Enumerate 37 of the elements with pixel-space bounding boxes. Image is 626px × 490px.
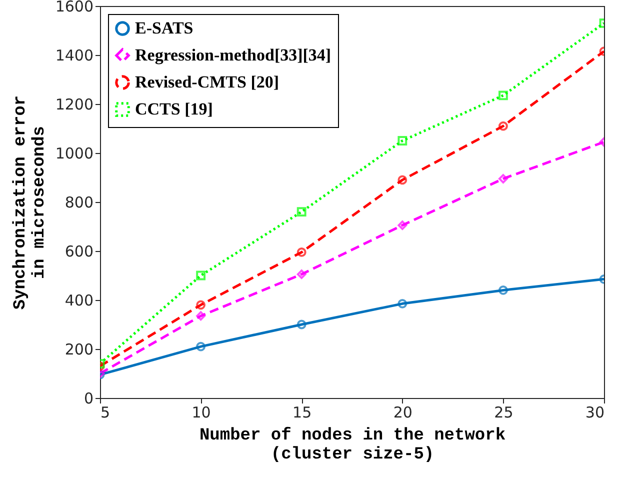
- point: [196, 300, 206, 310]
- point: [498, 174, 508, 184]
- legend-label: Regression-method[33][34]: [135, 46, 332, 64]
- point: [196, 342, 206, 352]
- legend-label: E-SATS: [135, 18, 194, 38]
- point: [296, 320, 306, 330]
- x-tick-label: 30: [585, 404, 604, 422]
- y-tick-label: 1000: [55, 144, 94, 162]
- x-tick-label: 20: [393, 404, 412, 422]
- y-tick-label: 1600: [55, 0, 94, 16]
- point: [398, 175, 408, 185]
- y-tick-label: 800: [64, 194, 94, 212]
- point: [398, 220, 408, 230]
- x-tick-label: 10: [192, 404, 211, 422]
- y-tick-label: 600: [64, 242, 94, 260]
- y-tick-label: 400: [64, 292, 94, 310]
- x-tick-label: 15: [292, 404, 312, 422]
- x-tick-label: 25: [494, 404, 514, 422]
- legend-label: CCTS [19]: [135, 100, 213, 118]
- point: [498, 121, 508, 131]
- x-axis-title: Number of nodes in the network (cluster size-5): [199, 426, 506, 464]
- point: [296, 207, 306, 217]
- y-tick-label: 0: [84, 390, 94, 408]
- point: [296, 270, 306, 279]
- point: [196, 311, 206, 321]
- y-tick-label: 200: [64, 340, 94, 358]
- point: [498, 90, 508, 100]
- x-tick-label: 5: [100, 404, 110, 422]
- y-tick-label: 1200: [55, 96, 94, 114]
- point: [398, 298, 408, 308]
- y-tick-label: 1400: [55, 46, 94, 64]
- y-axis-title: Synchronization error in microseconds: [11, 95, 50, 310]
- point: [498, 286, 508, 295]
- legend-label: Revised-CMTS [20]: [135, 72, 280, 92]
- point: [296, 248, 306, 257]
- point: [398, 136, 408, 146]
- point: [196, 270, 206, 280]
